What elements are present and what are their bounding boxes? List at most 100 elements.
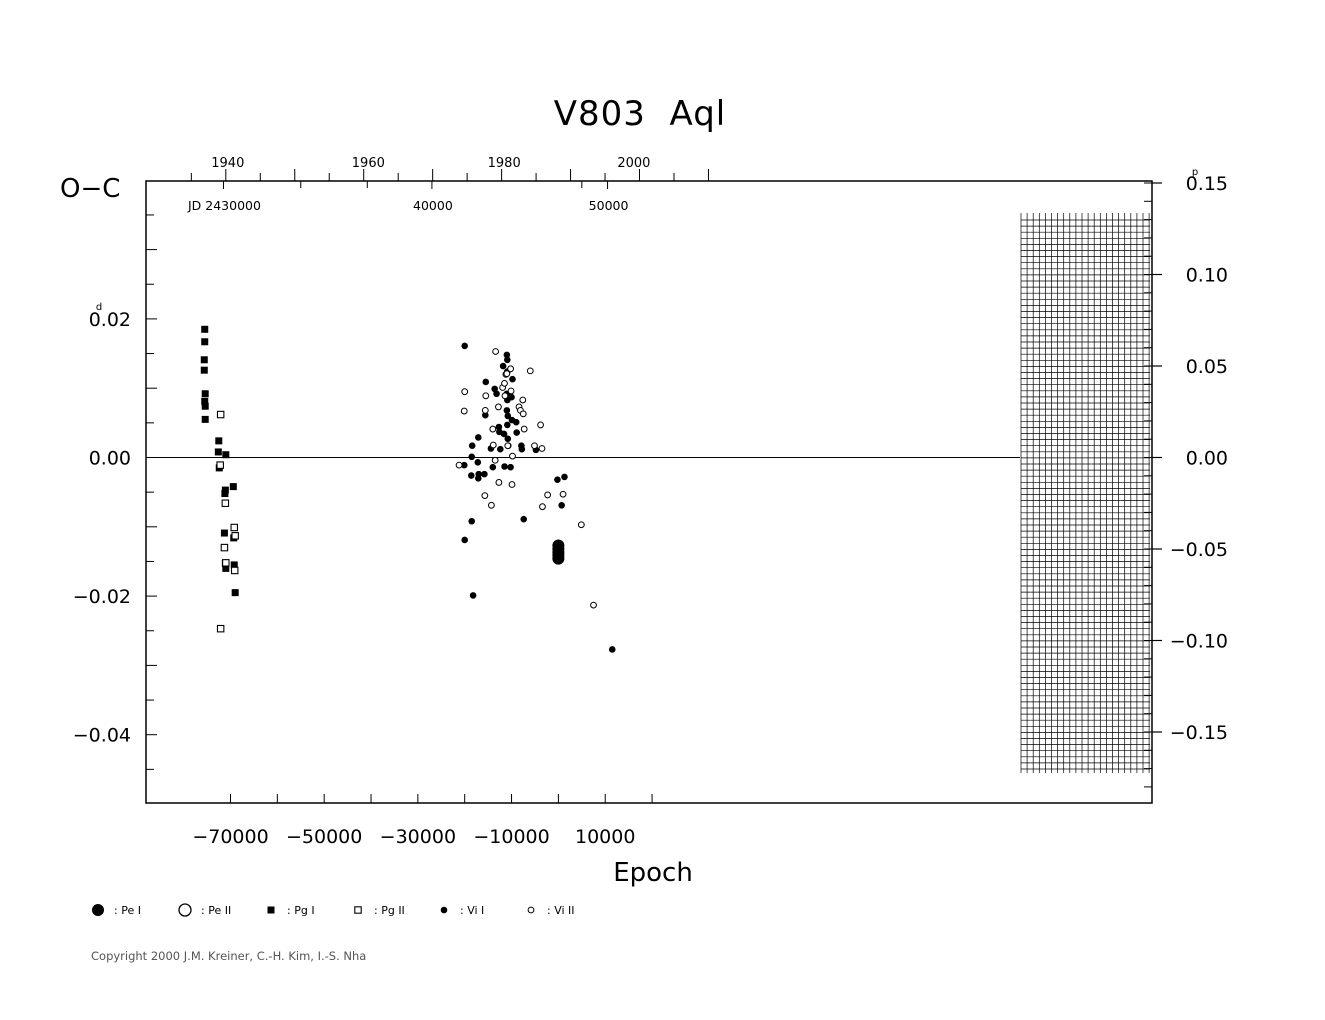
y-unit-label: d: [96, 302, 102, 313]
point-small-open-circle: [481, 406, 489, 414]
point-filled-square: [220, 529, 228, 537]
point-filled-square: [201, 390, 209, 398]
phase-tick-label: −0.15: [1170, 722, 1228, 744]
point-small-filled-circle: [504, 412, 512, 420]
point-small-open-circle: [461, 388, 469, 396]
jd-label: JD 2430000: [187, 198, 261, 213]
point-open-square: [222, 559, 230, 567]
point-small-open-circle: [520, 425, 528, 433]
legend-symbol: [267, 906, 275, 914]
point-small-filled-circle: [489, 463, 497, 471]
year-label: 1940: [211, 156, 244, 171]
point-small-filled-circle: [461, 342, 469, 350]
point-small-filled-circle: [474, 459, 482, 466]
point-filled-square: [201, 325, 209, 333]
point-small-filled-circle: [513, 429, 520, 436]
y-tick-label: 0.02: [89, 309, 131, 331]
point-open-square: [230, 566, 239, 575]
point-filled-square: [201, 402, 209, 410]
point-small-open-circle: [526, 367, 534, 375]
point-filled-square: [200, 356, 208, 364]
y-tick-label: −0.04: [73, 725, 131, 747]
point-small-open-circle: [481, 492, 489, 500]
point-small-filled-circle: [461, 536, 469, 544]
axis-ticks: [146, 169, 1162, 803]
legend-label: : Vi II: [547, 904, 575, 917]
point-filled-square: [229, 483, 237, 491]
point-small-open-circle: [504, 442, 512, 450]
point-small-filled-circle: [474, 434, 482, 441]
point-small-filled-circle: [558, 502, 565, 509]
point-small-open-circle: [519, 410, 527, 418]
point-open-square: [216, 461, 224, 469]
point-filled-square: [214, 448, 222, 456]
phase-tick-label: −0.10: [1170, 631, 1228, 653]
point-small-filled-circle: [493, 390, 500, 398]
hatched-region: [1020, 213, 1150, 773]
point-small-open-circle: [501, 392, 509, 400]
point-small-filled-circle: [469, 592, 477, 599]
phase-tick-label: −0.05: [1170, 539, 1228, 561]
point-open-square: [216, 624, 225, 633]
point-small-filled-circle: [482, 411, 489, 419]
point-small-open-circle: [487, 501, 495, 509]
point-small-filled-circle: [499, 362, 507, 370]
legend-symbol: [178, 903, 192, 917]
year-label: 1960: [352, 156, 385, 171]
point-small-filled-circle: [496, 445, 504, 453]
point-small-open-circle: [482, 392, 490, 400]
phase-tick-label: 0.00: [1186, 448, 1228, 470]
point-small-open-circle: [590, 601, 597, 609]
point-small-filled-circle: [508, 393, 515, 401]
x-tick-label: −50000: [286, 826, 362, 848]
point-small-open-circle: [507, 365, 515, 373]
legend-label: : Pg II: [374, 904, 405, 917]
point-small-open-circle: [501, 379, 508, 387]
point-small-filled-circle: [509, 375, 516, 383]
point-filled-square: [222, 564, 230, 572]
point-small-open-circle: [538, 445, 546, 452]
legend-symbol: [354, 906, 362, 914]
point-small-filled-circle: [504, 435, 512, 443]
jd-label: 50000: [589, 198, 629, 213]
y-axis-label: O−C: [60, 174, 120, 204]
point-small-open-circle: [503, 370, 511, 378]
point-filled-square: [215, 437, 223, 445]
point-filled-square: [201, 397, 209, 405]
point-small-open-circle: [539, 503, 546, 511]
point-small-filled-circle: [501, 463, 508, 470]
legend-symbol: [92, 904, 104, 916]
legend-symbol: [440, 906, 448, 914]
point-small-filled-circle: [512, 418, 520, 426]
point-big-filled-circle: [552, 552, 565, 565]
point-open-square: [230, 523, 238, 532]
point-filled-square: [221, 490, 229, 498]
point-small-filled-circle: [481, 470, 488, 478]
point-small-filled-circle: [608, 646, 616, 653]
point-small-open-circle: [519, 396, 527, 404]
point-small-filled-circle: [561, 473, 568, 481]
point-filled-square: [222, 451, 230, 459]
point-small-open-circle: [508, 481, 516, 488]
data-points: [200, 325, 616, 653]
legend: : Pe I: Pe II: Pg I: Pg II: Vi I: Vi II: [92, 903, 575, 917]
point-small-open-circle: [495, 479, 503, 486]
point-small-open-circle: [559, 490, 567, 498]
point-small-filled-circle: [500, 430, 508, 438]
point-filled-square: [231, 589, 239, 597]
phase-unit-label: p: [1192, 167, 1198, 178]
x-axis-label: Epoch: [613, 858, 693, 888]
point-small-filled-circle: [468, 517, 476, 525]
legend-symbol: [527, 906, 535, 914]
x-tick-label: −30000: [380, 826, 456, 848]
point-open-square: [221, 499, 230, 507]
point-small-filled-circle: [468, 453, 476, 461]
legend-label: : Pe II: [201, 904, 231, 917]
point-small-open-circle: [489, 425, 497, 433]
x-tick-label: −10000: [473, 826, 549, 848]
point-small-filled-circle: [467, 472, 475, 479]
point-small-open-circle: [537, 421, 544, 429]
point-open-square: [216, 410, 225, 419]
point-open-square: [231, 532, 239, 540]
copyright-note: Copyright 2000 J.M. Kreiner, C.-H. Kim, …: [91, 949, 367, 963]
